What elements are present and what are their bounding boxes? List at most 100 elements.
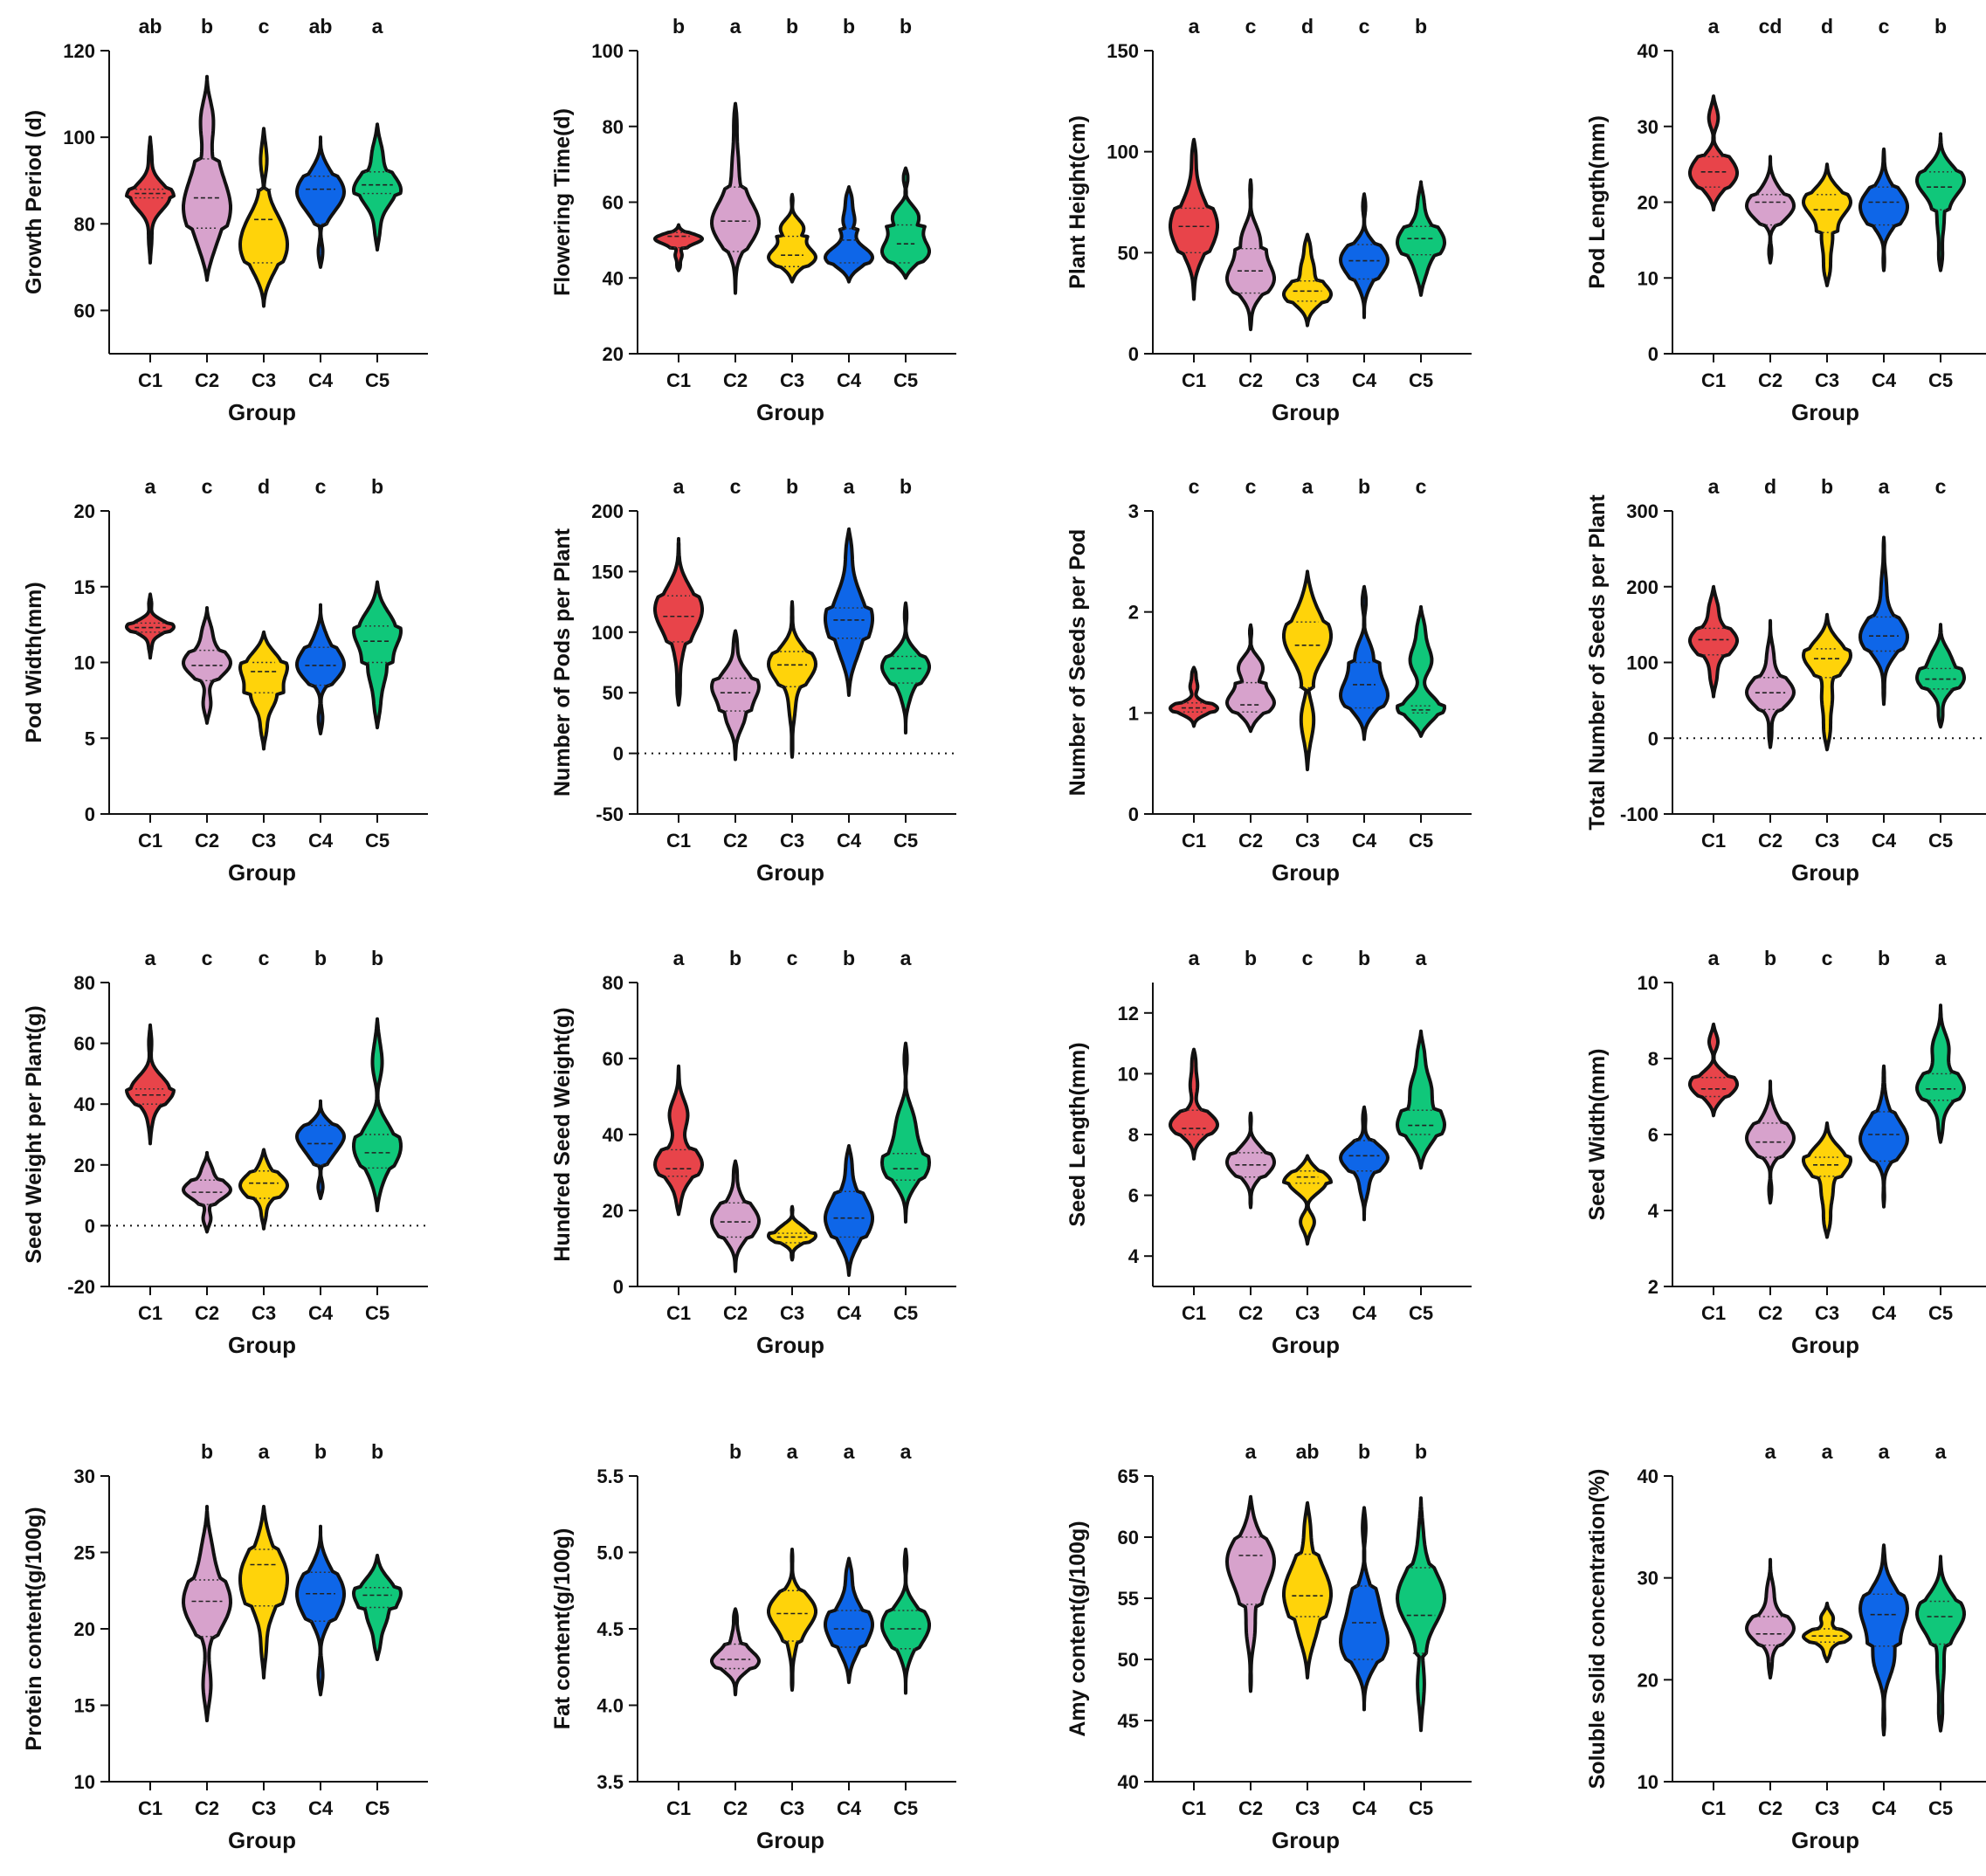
violin-C2 xyxy=(1745,155,1796,265)
x-tick-label: C2 xyxy=(1238,369,1263,391)
y-tick-label: 0 xyxy=(85,1215,95,1237)
violin-C2 xyxy=(710,1607,761,1697)
violin-body xyxy=(125,135,176,265)
significance-letter: ab xyxy=(139,15,162,38)
violin-C5 xyxy=(1915,1004,1966,1144)
y-axis-title: Pod Width(mm) xyxy=(22,582,46,742)
violin-body xyxy=(182,1505,232,1722)
significance-letter: a xyxy=(1822,1440,1833,1463)
x-tick-label: C4 xyxy=(1872,1797,1897,1819)
x-tick-label: C2 xyxy=(195,1797,219,1819)
violin-C5 xyxy=(1396,1496,1446,1733)
y-tick-label: -100 xyxy=(1620,804,1658,825)
x-tick-label: C5 xyxy=(1928,830,1953,852)
violin-C1 xyxy=(653,536,704,707)
violin-C1 xyxy=(1688,584,1739,699)
violin-body xyxy=(1282,232,1333,328)
y-tick-label: 40 xyxy=(1638,40,1658,62)
violin-body xyxy=(238,127,289,308)
x-tick-label: C3 xyxy=(780,369,804,391)
y-tick-label: 10 xyxy=(1118,1063,1139,1085)
violin-body xyxy=(1802,612,1852,752)
y-axis-title: Total Number of Seeds per Plant xyxy=(1585,494,1610,831)
x-tick-label: C3 xyxy=(252,1797,276,1819)
x-axis-title: Group xyxy=(756,1332,824,1358)
y-tick-label: 6 xyxy=(1648,1124,1658,1146)
violin-C1 xyxy=(653,1064,704,1217)
violin-C2 xyxy=(1225,1494,1276,1693)
violin-C4 xyxy=(295,1524,346,1697)
y-tick-label: 80 xyxy=(603,972,624,994)
x-tick-label: C2 xyxy=(1238,830,1263,852)
y-tick-label: 55 xyxy=(1118,1588,1139,1610)
violin-C2 xyxy=(182,74,232,282)
significance-letter: a xyxy=(372,15,383,38)
y-tick-label: -50 xyxy=(596,804,624,825)
violin-body xyxy=(1339,1506,1390,1712)
y-tick-label: 80 xyxy=(74,972,95,994)
x-tick-label: C1 xyxy=(666,369,691,391)
y-tick-label: 120 xyxy=(63,40,95,62)
y-tick-label: 20 xyxy=(74,1618,95,1640)
y-tick-label: 20 xyxy=(603,343,624,365)
y-axis-title: Soluble solid concentration(%) xyxy=(1585,1469,1610,1790)
panel-9: -20 0 20 40 60 80 C1 a C2 c C3 c C4 b C5 b Group Seed Wei… xyxy=(22,947,428,1358)
x-tick-label: C1 xyxy=(138,1797,162,1819)
x-axis-title: Group xyxy=(1791,1827,1859,1853)
significance-letter: b xyxy=(371,947,383,969)
violin-body xyxy=(1169,137,1219,301)
y-tick-label: 50 xyxy=(1118,1649,1139,1671)
violin-C2 xyxy=(1745,1557,1796,1679)
significance-letter: c xyxy=(1189,475,1200,498)
violin-body xyxy=(1802,1121,1852,1239)
significance-letter: b xyxy=(371,1440,383,1463)
violin-C4 xyxy=(1858,535,1909,707)
panel-2: 20 40 60 80 100 C1 b C2 a C3 b C4 b C5 b Group Flowering… xyxy=(550,15,956,425)
violin-C3 xyxy=(1282,569,1333,772)
significance-letter: d xyxy=(1301,15,1314,38)
violin-body xyxy=(295,1099,346,1201)
y-tick-label: 4.0 xyxy=(596,1695,624,1717)
y-tick-label: 30 xyxy=(74,1466,95,1487)
panel-13: 10 15 20 25 30 C1 C2 b C3 a C4 b C5 b Group Protein con… xyxy=(22,1440,428,1853)
violin-C5 xyxy=(352,580,403,730)
x-tick-label: C3 xyxy=(1295,1797,1320,1819)
significance-letter: c xyxy=(1416,475,1427,498)
x-tick-label: C4 xyxy=(1872,1302,1897,1324)
x-axis-title: Group xyxy=(1272,399,1340,425)
violin-C2 xyxy=(710,101,761,295)
significance-letter: c xyxy=(730,475,741,498)
violin-body xyxy=(1858,147,1909,272)
violin-body xyxy=(824,527,874,697)
x-tick-label: C4 xyxy=(1352,369,1377,391)
violin-C4 xyxy=(1858,1064,1909,1209)
significance-letter: a xyxy=(1765,1440,1776,1463)
significance-letter: b xyxy=(729,947,741,969)
panel-11: 4 6 8 10 12 C1 a C2 b C3 c C4 b C5 a Group Seed Length(m… xyxy=(1065,947,1472,1358)
x-tick-label: C3 xyxy=(1815,369,1839,391)
y-tick-label: 10 xyxy=(1638,972,1658,994)
significance-letter: b xyxy=(786,15,798,38)
y-tick-label: 0 xyxy=(613,743,624,765)
violin-body xyxy=(125,592,176,660)
significance-letter: b xyxy=(314,947,327,969)
violin-C5 xyxy=(1915,623,1966,729)
significance-letter: d xyxy=(1764,475,1776,498)
violin-C5 xyxy=(1396,604,1446,738)
x-tick-label: C1 xyxy=(1182,1302,1206,1324)
significance-letter: a xyxy=(1302,475,1314,498)
violin-body xyxy=(824,1144,874,1277)
x-tick-label: C2 xyxy=(1758,830,1783,852)
significance-letter: b xyxy=(1245,947,1257,969)
significance-letter: c xyxy=(202,475,213,498)
violin-C5 xyxy=(880,601,931,735)
violin-body xyxy=(1802,1601,1852,1664)
x-tick-label: C1 xyxy=(138,369,162,391)
x-tick-label: C2 xyxy=(723,1302,748,1324)
significance-letter: b xyxy=(729,1440,741,1463)
violin-C5 xyxy=(1396,180,1446,297)
violin-C5 xyxy=(880,1041,931,1224)
x-tick-label: C5 xyxy=(365,830,390,852)
violin-body xyxy=(1688,1022,1739,1118)
significance-letter: b xyxy=(1358,1440,1370,1463)
